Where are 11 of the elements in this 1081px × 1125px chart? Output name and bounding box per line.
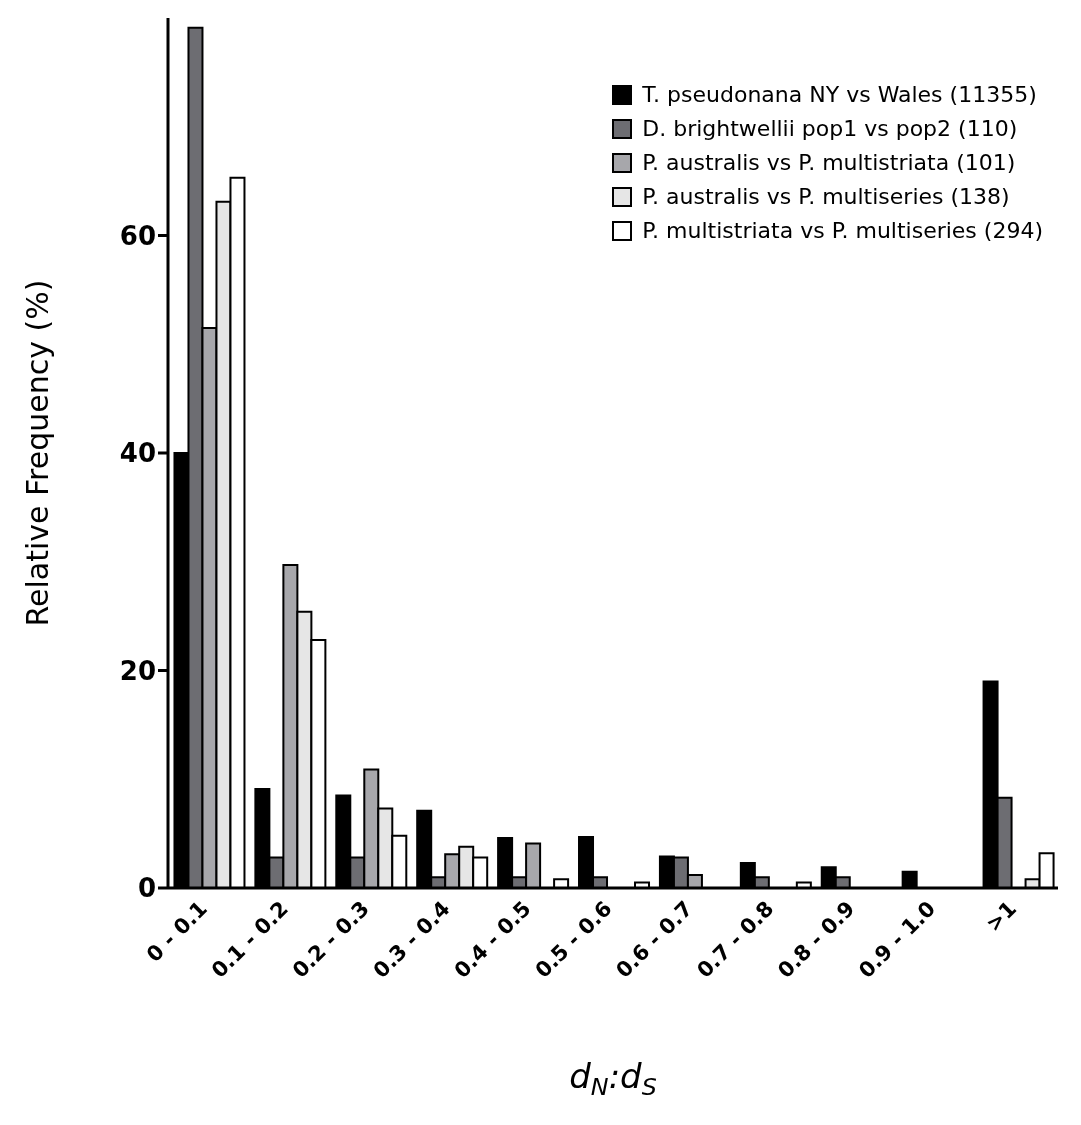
legend-label: D. brightwellii pop1 vs pop2 (110) [642,115,1018,143]
legend-label: P. australis vs P. multiseries (138) [642,183,1010,211]
y-axis-title: Relative Frequency (%) [20,279,55,627]
legend-label: T. pseudonana NY vs Wales (11355) [642,81,1037,109]
y-tick-label: 40 [119,438,156,469]
y-tick-label: 60 [119,220,156,251]
y-tick-label: 20 [119,655,156,686]
legend-label: P. multistriata vs P. multiseries (294) [642,217,1043,245]
x-axis-title: d$_{N}$:d$_{S}$ [569,1056,657,1102]
legend-label: P. australis vs P. multistriata (101) [642,149,1016,177]
x-tick-label: >1 [981,896,1022,937]
